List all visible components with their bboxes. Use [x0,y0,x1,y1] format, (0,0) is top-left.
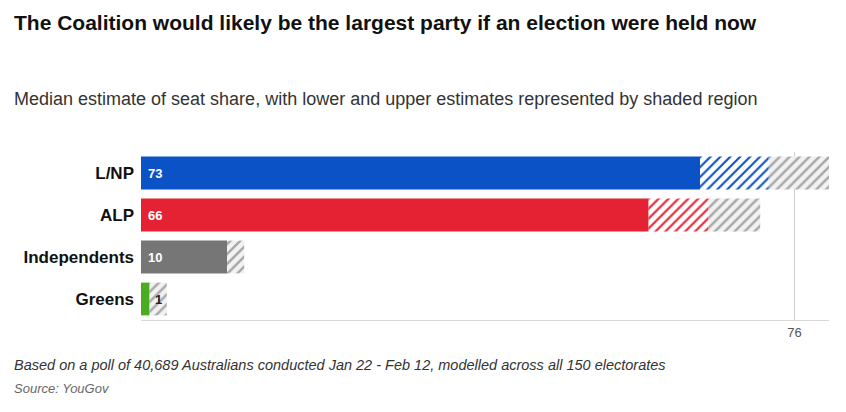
svg-text:Independents: Independents [23,248,134,267]
svg-text:ALP: ALP [100,206,134,225]
html-text:The Coalition would likely be: The Coalition would likely be the larges… [14,11,757,34]
svg-text:73: 73 [148,166,162,181]
svg-text:L/NP: L/NP [95,164,134,183]
svg-text:1: 1 [155,292,162,307]
svg-text:76: 76 [787,325,801,340]
svg-text:66: 66 [148,208,162,223]
html-text:Median estimate of seat share,: Median estimate of seat share, with lowe… [14,89,758,109]
svg-text:Greens: Greens [75,290,134,309]
html-text:Source: YouGov: Source: YouGov [14,381,109,396]
svg-text:10: 10 [148,250,162,265]
html-text:Based on a poll of 40,689 Aust: Based on a poll of 40,689 Australians co… [14,357,666,373]
